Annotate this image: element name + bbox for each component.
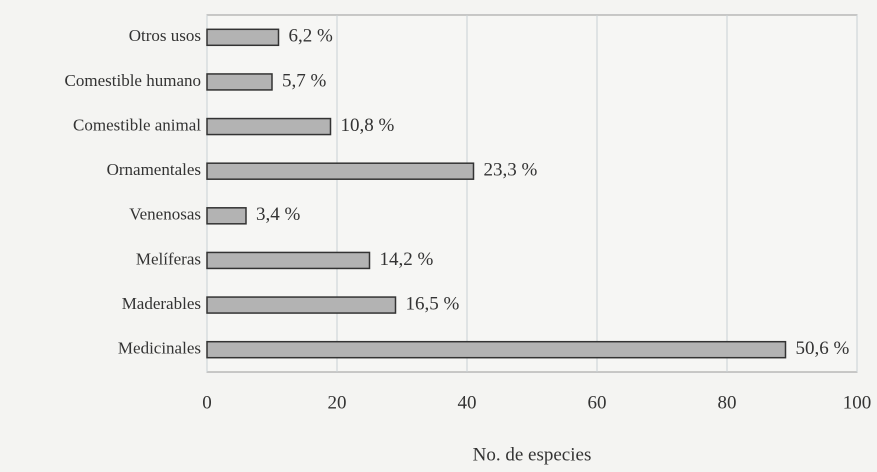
y-tick-label: Melíferas	[136, 249, 201, 268]
value-label: 6,2 %	[289, 26, 334, 47]
x-tick-label: 40	[458, 392, 477, 413]
value-label: 16,5 %	[406, 293, 460, 314]
bar	[206, 117, 332, 136]
bar	[206, 251, 371, 270]
value-label: 50,6 %	[796, 338, 850, 359]
value-label: 5,7 %	[282, 70, 327, 91]
x-axis-title: No. de especies	[473, 444, 592, 465]
y-tick-label: Maderables	[122, 294, 201, 313]
plot-frame	[206, 14, 858, 373]
bar	[206, 162, 475, 180]
y-tick-label: Comestible humano	[65, 71, 201, 90]
bar	[206, 207, 247, 225]
bar	[206, 296, 397, 314]
y-tick-label: Ornamentales	[107, 160, 201, 179]
value-label: 3,4 %	[256, 204, 301, 225]
x-tick-label: 0	[202, 392, 212, 413]
x-tick-label: 100	[843, 392, 872, 413]
x-tick-label: 20	[328, 392, 347, 413]
y-tick-label: Medicinales	[118, 339, 201, 358]
x-tick-label: 80	[718, 392, 737, 413]
bar	[206, 73, 273, 91]
bar	[206, 28, 280, 47]
bar	[206, 340, 787, 359]
value-label: 23,3 %	[484, 160, 538, 181]
x-tick-label: 60	[588, 392, 607, 413]
value-label: 10,8 %	[341, 115, 395, 136]
y-tick-label: Otros usos	[129, 26, 201, 45]
value-label: 14,2 %	[380, 249, 434, 270]
y-tick-label: Venenosas	[129, 205, 201, 224]
y-tick-label: Comestible animal	[73, 115, 201, 134]
